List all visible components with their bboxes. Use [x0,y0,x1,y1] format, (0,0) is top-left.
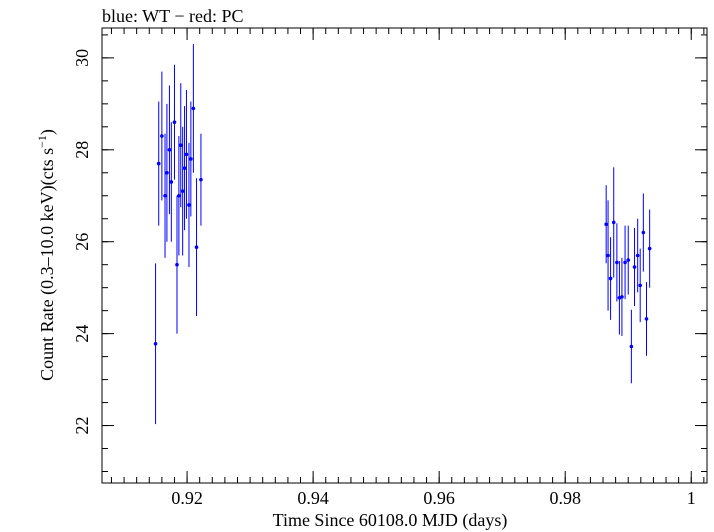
data-point [160,134,164,138]
data-point [167,147,172,152]
data-point [191,106,196,111]
data-point [169,180,174,184]
data-point [172,120,177,125]
y-tick-label: 24 [72,325,92,343]
y-tick-label: 28 [72,141,92,159]
y-tick-label: 30 [72,49,92,67]
data-point [611,220,616,225]
data-point [647,246,652,251]
data-point [187,203,191,207]
data-point [165,170,169,175]
data-point [638,283,642,288]
data-point [644,317,649,321]
axis-ticks [102,28,707,483]
data-point [635,253,640,258]
data-point [606,253,610,258]
y-tick-label: 22 [72,417,92,435]
data-points [153,44,652,425]
x-tick-label: 0.94 [297,488,329,508]
data-point [184,152,189,157]
data-point [604,222,608,227]
x-axis-title: Time Since 60108.0 MJD (days) [273,510,508,531]
x-tick-labels: 0.92 0.94 0.96 0.98 1 [171,488,695,508]
y-axis-title-superscript: −1 [35,135,49,148]
data-point [178,143,183,147]
data-point [615,260,619,265]
y-tick-label: 26 [72,233,92,251]
data-point [153,341,158,346]
chart-title: blue: WT − red: PC [102,6,243,26]
y-tick-labels: 22 24 26 28 30 [72,49,92,435]
data-point [632,265,637,269]
data-point [180,189,185,193]
data-point [182,166,187,170]
x-tick-label: 0.92 [171,488,203,508]
data-point [194,245,199,250]
y-axis-title-end: ) [37,129,58,135]
y-axis-title: Count Rate (0.3–10.0 keV)(cts s−1) [35,129,58,381]
y-axis-title-main: Count Rate (0.3–10.0 keV)(cts s [37,148,58,381]
data-point [189,157,193,161]
data-point [177,193,181,198]
data-point [175,262,179,267]
data-point [629,344,634,349]
x-tick-label: 0.96 [423,488,455,508]
data-point [163,193,167,198]
x-tick-label: 0.98 [549,488,581,508]
plot-frame [101,27,708,484]
x-tick-label: 1 [687,488,696,508]
data-point [608,276,613,281]
data-point [156,161,161,166]
data-point [623,260,627,265]
data-point [626,258,631,262]
data-point [199,177,203,182]
data-point [620,295,624,299]
data-point [641,230,646,235]
